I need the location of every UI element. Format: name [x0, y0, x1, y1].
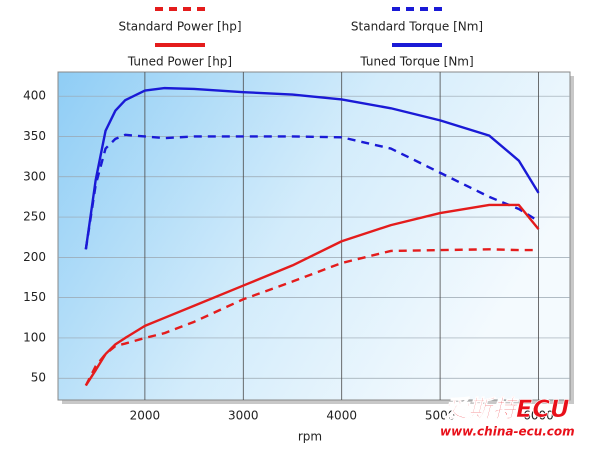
x-tick-label: 6000 [523, 409, 554, 423]
y-tick-label: 50 [31, 371, 46, 385]
y-tick-label: 250 [23, 210, 46, 224]
y-tick-label: 350 [23, 129, 46, 143]
legend-label: Tuned Torque [Nm] [359, 55, 473, 69]
y-tick-label: 150 [23, 290, 46, 304]
watermark-url: www.china-ecu.com [440, 425, 575, 439]
legend-label: Standard Torque [Nm] [351, 20, 483, 34]
series-line [84, 133, 540, 250]
x-axis-label: rpm [298, 430, 322, 444]
x-tick-label: 2000 [130, 409, 161, 423]
watermark-brand: 爱斯特ECU [444, 395, 570, 423]
series-line [84, 86, 540, 250]
y-tick-label: 400 [23, 89, 46, 103]
x-tick-label: 5000 [425, 409, 456, 423]
legend-label: Tuned Power [hp] [127, 55, 232, 69]
legend-label: Standard Power [hp] [118, 20, 241, 34]
y-tick-label: 200 [23, 250, 46, 264]
y-tick-label: 300 [23, 169, 46, 183]
x-tick-label: 4000 [326, 409, 357, 423]
y-tick-label: 100 [23, 330, 46, 344]
plot-area [57, 71, 571, 401]
series-line [84, 203, 540, 387]
x-tick-label: 3000 [228, 409, 259, 423]
